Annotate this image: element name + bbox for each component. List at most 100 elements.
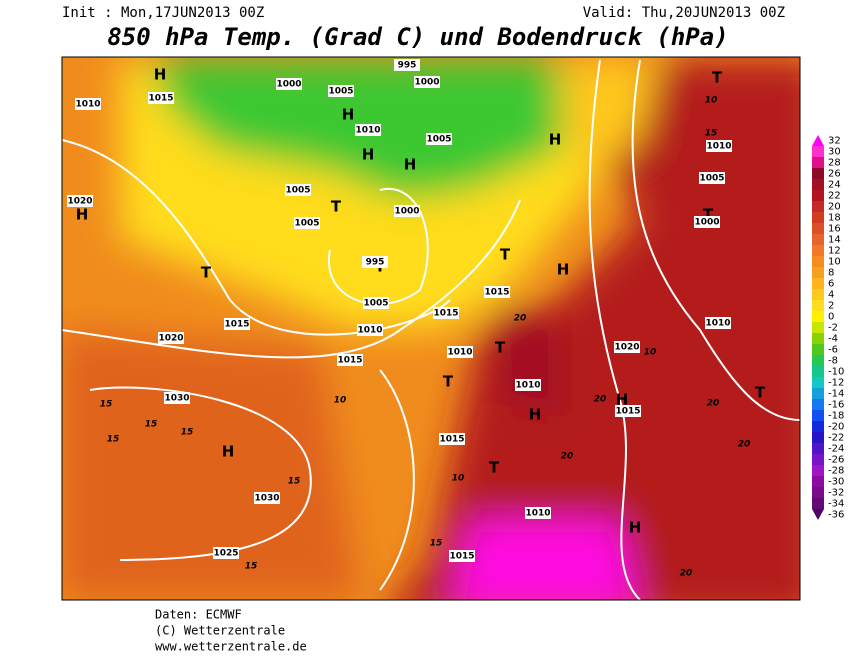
isobar-label-bg — [439, 433, 465, 445]
colorbar-cell — [812, 201, 824, 212]
colorbar-cell — [812, 476, 824, 487]
isobar-label-bg — [694, 216, 720, 228]
isobar-label: 1030 — [164, 394, 189, 404]
isobar-label-bg — [276, 78, 302, 90]
colorbar-label: 12 — [828, 246, 841, 257]
isotherm-label: 15 — [430, 539, 443, 549]
colorbar-label: 8 — [828, 268, 834, 279]
isobar-label-bg — [285, 184, 311, 196]
isobar-label-bg — [426, 133, 452, 145]
isotherm-label: 15 — [245, 562, 258, 572]
isobar-label-bg — [224, 318, 250, 330]
colorbar-label: -20 — [828, 422, 844, 433]
colorbar-cell — [812, 465, 824, 476]
isobar-label: 1005 — [294, 219, 319, 229]
colorbar-cell — [812, 256, 824, 267]
isotherm-label: 15 — [705, 129, 718, 139]
pressure-center: H — [362, 146, 375, 164]
isobar-label: 1015 — [449, 552, 474, 562]
colorbar-cell — [812, 179, 824, 190]
colorbar-label: 24 — [828, 180, 841, 191]
colorbar-cell — [812, 366, 824, 377]
colorbar-cell — [812, 135, 824, 146]
colorbar-label: 26 — [828, 169, 841, 180]
isobar-label: 1015 — [439, 435, 464, 445]
isobar-label-bg — [615, 405, 641, 417]
colorbar-label: 32 — [828, 136, 841, 147]
pressure-center: H — [222, 443, 235, 461]
isotherm-label: 20 — [707, 399, 720, 409]
colorbar-cell — [812, 223, 824, 234]
colorbar-label: -30 — [828, 477, 844, 488]
colorbar-label: -22 — [828, 433, 844, 444]
isobar-label-bg — [164, 392, 190, 404]
isotherm-label: 10 — [452, 474, 465, 484]
pressure-center: H — [342, 106, 355, 124]
isobar-label: 1010 — [515, 381, 540, 391]
isobar-label: 1020 — [67, 197, 92, 207]
isotherm-label: 20 — [738, 440, 751, 450]
isobar-label-bg — [363, 297, 389, 309]
colorbar-label: 4 — [828, 290, 834, 301]
colorbar-cell — [812, 377, 824, 388]
colorbar-label: -24 — [828, 444, 844, 455]
colorbar-cell — [812, 278, 824, 289]
colorbar-label: -36 — [828, 510, 844, 521]
isotherm-label: 20 — [594, 395, 607, 405]
isotherm-label: 10 — [705, 96, 718, 106]
pressure-center: H — [616, 391, 629, 409]
colorbar-label: 0 — [828, 312, 834, 323]
isotherm-label: 20 — [680, 569, 693, 579]
colorbar-cell — [812, 454, 824, 465]
url: www.wetterzentrale.de — [155, 640, 307, 654]
isobar-label: 1010 — [447, 348, 472, 358]
colorbar-cell — [812, 157, 824, 168]
colorbar-label: -28 — [828, 466, 844, 477]
isobar-label: 1005 — [363, 299, 388, 309]
colorbar-label: -8 — [828, 356, 838, 367]
isobar-label: 1020 — [614, 343, 639, 353]
pressure-center: H — [557, 261, 570, 279]
colorbar-label: -32 — [828, 488, 844, 499]
map-frame — [61, 56, 801, 601]
isobar-label: 1015 — [433, 309, 458, 319]
isobar-label-bg — [614, 341, 640, 353]
colorbar-cell — [812, 300, 824, 311]
isobar-label-bg — [699, 172, 725, 184]
colorbar-cell — [812, 443, 824, 454]
colorbar-cell — [812, 388, 824, 399]
isobar-label-bg — [148, 92, 174, 104]
colorbar-label: 2 — [828, 301, 834, 312]
pressure-center: H — [404, 156, 417, 174]
colorbar-label: -2 — [828, 323, 838, 334]
isotherm-label: 15 — [107, 435, 120, 445]
isobar-label-bg — [158, 332, 184, 344]
isobar-label: 1000 — [394, 207, 419, 217]
colorbar-cell — [812, 410, 824, 421]
pressure-center: T — [755, 384, 766, 402]
colorbar-cell — [812, 168, 824, 179]
colorbar-cell — [812, 234, 824, 245]
colorbar-cell — [812, 498, 824, 509]
colorbar-cell — [812, 432, 824, 443]
colorbar-label: -14 — [828, 389, 844, 400]
colorbar-label: -18 — [828, 411, 844, 422]
colorbar-cell — [812, 509, 824, 520]
colorbar-label: -6 — [828, 345, 838, 356]
colorbar-label: 6 — [828, 279, 834, 290]
colorbar-cell — [812, 212, 824, 223]
pressure-center: H — [629, 519, 642, 537]
colorbar-label: 30 — [828, 147, 841, 158]
pressure-center: T — [489, 459, 500, 477]
isobar-label: 1000 — [414, 78, 439, 88]
isobar-label-bg — [67, 195, 93, 207]
source: Daten: ECMWF — [155, 608, 242, 622]
colorbar-cell — [812, 267, 824, 278]
colorbar-label: 20 — [828, 202, 841, 213]
isobar-label-bg — [705, 317, 731, 329]
isobar-label: 1010 — [706, 142, 731, 152]
isotherm-label: 15 — [145, 420, 158, 430]
isotherm-label: 15 — [288, 477, 301, 487]
pressure-center: H — [76, 206, 89, 224]
pressure-center: H — [154, 66, 167, 84]
